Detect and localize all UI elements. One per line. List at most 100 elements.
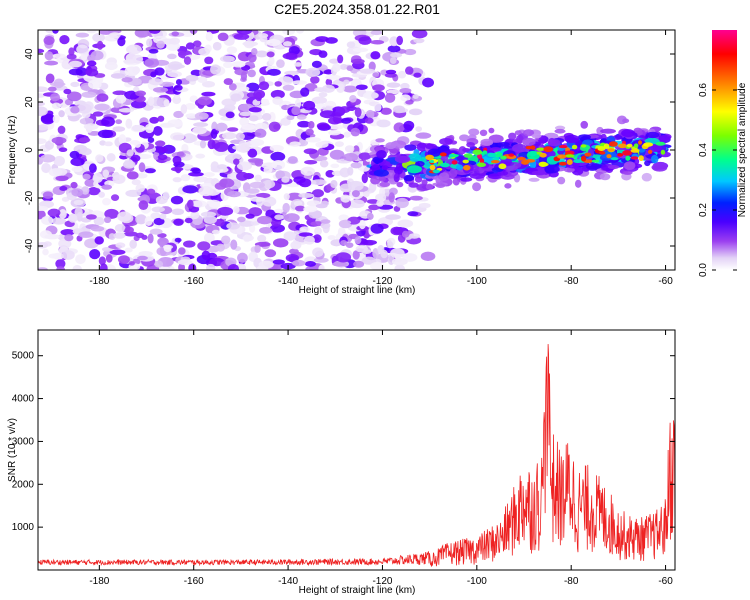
spectrogram-cell xyxy=(198,186,214,197)
spectrogram-cell xyxy=(393,122,405,133)
spectrogram-cell xyxy=(385,69,397,75)
colorbar-ticks: 0.0 0.2 0.4 0.6 xyxy=(698,83,737,277)
spectrogram-cell xyxy=(460,177,473,182)
spectrogram-cell xyxy=(245,213,255,219)
spectrogram-cell xyxy=(163,99,170,107)
spectrogram-cell xyxy=(56,266,65,270)
spectrogram-cell xyxy=(608,141,618,147)
spectrogram-cell xyxy=(156,40,165,49)
spectrogram-cell xyxy=(245,188,260,194)
spectrogram-cell xyxy=(304,260,317,267)
spectrogram-cell xyxy=(283,193,290,201)
spectrogram-cell xyxy=(160,122,175,128)
spectrogram-cell xyxy=(622,170,633,175)
spectrogram-cell xyxy=(240,71,248,82)
spectrogram-cell xyxy=(600,128,616,134)
spectrogram-cell xyxy=(150,212,161,220)
spectrogram-cell xyxy=(92,172,103,184)
spectrogram-cell xyxy=(44,51,54,61)
spectrogram-cell xyxy=(237,252,248,263)
spectrogram-cell xyxy=(82,173,91,180)
spectrogram-cell xyxy=(305,266,313,270)
spectrogram-cell xyxy=(316,122,330,130)
spectrogram-cell xyxy=(298,178,312,188)
spectrogram-cell xyxy=(311,189,324,198)
spectrogram-cell xyxy=(440,162,450,168)
spectrogram-cell xyxy=(94,103,110,111)
spectrogram-cell xyxy=(254,244,261,253)
spectrogram-cell xyxy=(248,107,262,113)
spectrogram-cell xyxy=(174,237,182,243)
spectrogram-cell xyxy=(282,202,290,213)
spectrogram-cell xyxy=(255,91,263,102)
spectrogram-cell xyxy=(415,161,425,167)
spectrogram-cell xyxy=(185,74,199,82)
spectrogram-cell xyxy=(404,144,417,151)
spectrogram-cell xyxy=(265,209,276,219)
spectrogram-cell xyxy=(197,241,211,251)
spectrogram-cell xyxy=(388,192,395,203)
spectrogram-cell xyxy=(96,93,109,102)
spectrogram-cell xyxy=(354,236,362,245)
spectrogram-cell xyxy=(144,216,153,226)
spectrogram-cell xyxy=(610,157,619,161)
spectrogram-cell xyxy=(449,168,458,178)
spectrogram-cell xyxy=(521,160,530,165)
spectrogram-cell xyxy=(246,82,260,92)
spectrogram-cell xyxy=(181,143,189,153)
spectrogram-cell xyxy=(231,61,246,68)
spectrogram-cell xyxy=(343,131,351,138)
spectrogram-cell xyxy=(128,261,135,266)
spectrogram-cell xyxy=(498,163,507,170)
spectrogram-cell xyxy=(303,100,316,111)
spectrogram-cell xyxy=(539,162,549,167)
spectrogram-cell xyxy=(523,129,535,137)
spectrogram-cell xyxy=(622,150,633,156)
spectrogram-cell xyxy=(514,130,522,136)
spectrogram-cell xyxy=(400,94,411,102)
spectrogram-y-tick-label: 40 xyxy=(24,48,35,60)
spectrogram-cell xyxy=(630,148,640,153)
spectrogram-cell xyxy=(381,165,389,170)
spectrogram-cell xyxy=(291,80,308,85)
spectrogram-cell xyxy=(422,77,434,88)
spectrogram-cell xyxy=(55,175,69,181)
spectrogram-cell xyxy=(325,170,335,178)
spectrogram-cell xyxy=(582,139,593,145)
spectrogram-cell xyxy=(358,152,372,160)
spectrogram-cell xyxy=(399,88,412,94)
spectrogram-cell xyxy=(389,36,399,47)
spectrogram-cell xyxy=(97,129,114,139)
spectrogram-cell xyxy=(384,72,397,78)
spectrogram-cell xyxy=(373,169,389,177)
spectrogram-cell xyxy=(258,81,270,91)
spectrogram-cell xyxy=(343,153,359,162)
spectrogram-cell xyxy=(259,35,268,43)
spectrogram-cell xyxy=(247,53,257,63)
spectrogram-cell xyxy=(293,200,303,207)
spectrogram-cell xyxy=(129,239,137,249)
spectrogram-cell xyxy=(98,191,105,198)
spectrogram-cell xyxy=(235,132,245,140)
spectrogram-cell xyxy=(303,205,318,213)
snr-x-tick-label: -140 xyxy=(278,576,298,587)
spectrogram-cell xyxy=(438,172,450,182)
spectrogram-cell xyxy=(376,119,391,128)
spectrogram-cell xyxy=(236,171,249,181)
spectrogram-cell xyxy=(512,143,527,153)
spectrogram-cell xyxy=(89,163,97,174)
spectrogram-cell xyxy=(60,229,75,236)
spectrogram-cell xyxy=(365,109,375,119)
spectrogram-cell xyxy=(66,53,77,60)
spectrogram-cell xyxy=(476,162,487,168)
snr-x-tick-label: -160 xyxy=(184,576,204,587)
spectrogram-cell xyxy=(267,68,281,76)
snr-frame xyxy=(37,329,676,571)
spectrogram-cell xyxy=(368,181,377,193)
spectrogram-cell xyxy=(214,182,227,190)
spectrogram-cell xyxy=(330,163,340,169)
spectrogram-cell xyxy=(327,235,336,240)
spectrogram-cell xyxy=(176,151,185,157)
spectrogram-cell xyxy=(55,259,66,269)
spectrogram-cell xyxy=(466,141,475,148)
